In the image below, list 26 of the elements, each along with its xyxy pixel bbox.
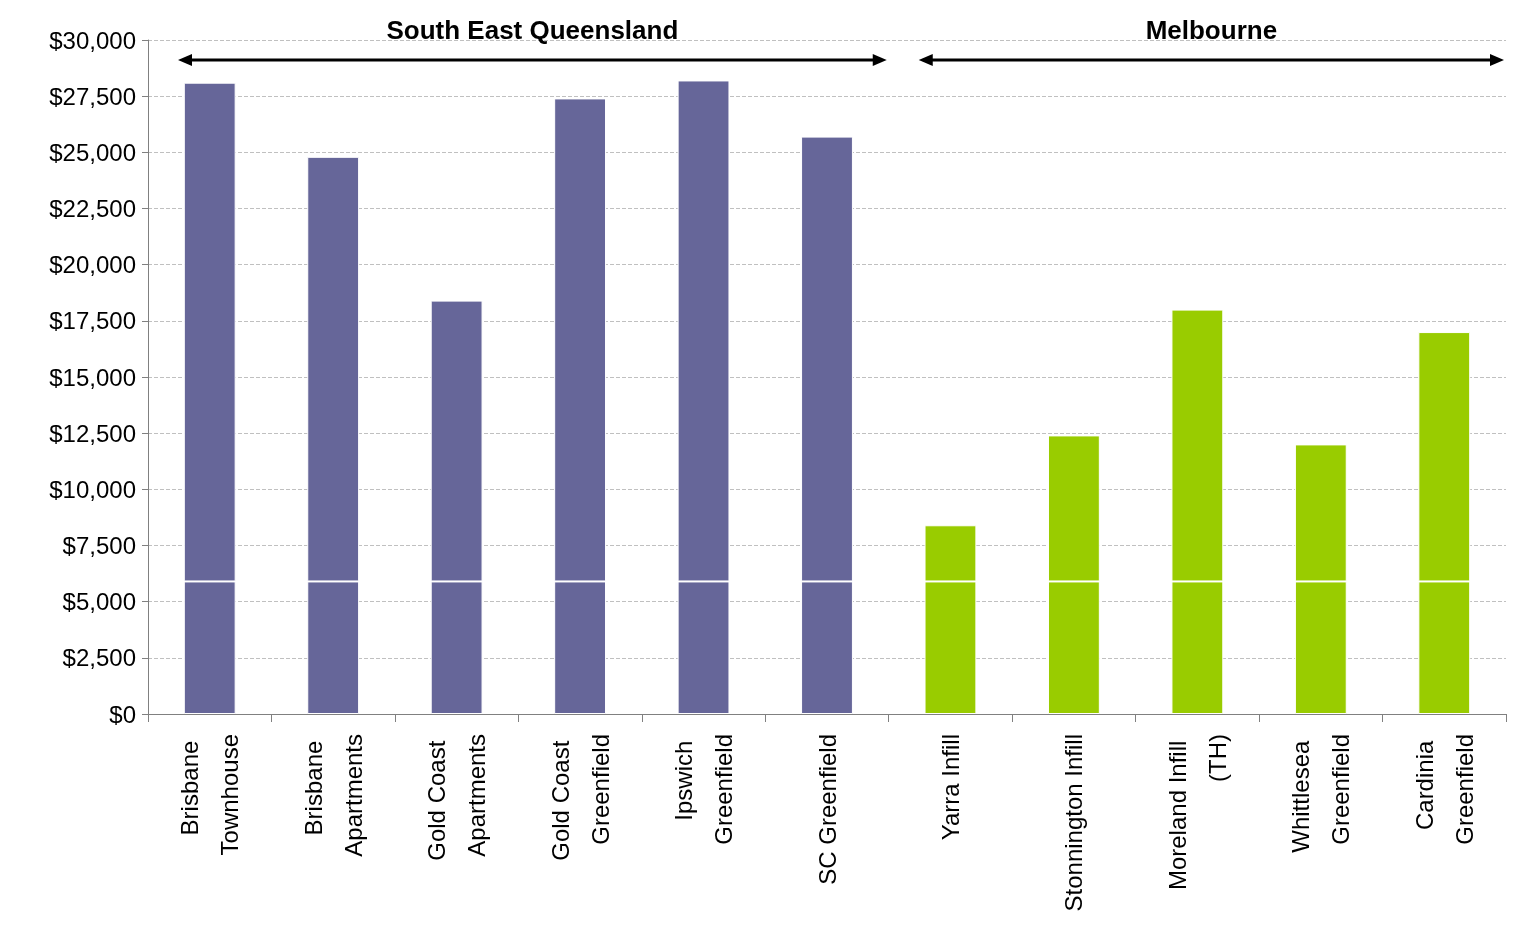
y-tick-label: $20,000 [49,251,136,279]
x-tick-label: Cardinia Greenfield [1410,734,1478,845]
y-tick-label: $27,500 [49,82,136,110]
annotation: Melbourne [1145,15,1278,45]
y-tick-label: $25,000 [49,138,136,166]
x-tick-label: Yarra Infill [936,734,964,841]
y-tick-label: $30,000 [49,26,136,54]
y-tick-label: $2,500 [62,644,136,672]
y-tick-label: $17,500 [49,307,136,335]
x-tick-label: Ipswich Greenfield [670,734,738,845]
x-tick-label: Gold Coast Greenfield [546,734,614,861]
y-tick-label: $5,000 [62,588,136,616]
y-tick-label: $7,500 [62,532,136,559]
x-tick-label: SC Greenfield [813,734,841,885]
x-tick-label: Whittlesea Greenfield [1287,734,1355,853]
y-tick-label: $15,000 [49,363,136,391]
y-tick-label: $22,500 [49,195,136,222]
x-tick-label: Brisbane Townhouse [176,734,244,856]
y-tick-label: $12,500 [49,419,136,447]
y-tick-label: $10,000 [49,475,136,503]
x-tick-label: Gold Coast Apartments [423,734,491,861]
annotation: South East Queensland [386,15,679,45]
x-tick-label: Stonnington Infill [1060,734,1088,912]
x-tick-label: Brisbane Apartments [299,734,367,857]
x-tick-label: Moreland Infill (TH) [1163,734,1231,891]
y-tick-label: $0 [109,700,136,728]
